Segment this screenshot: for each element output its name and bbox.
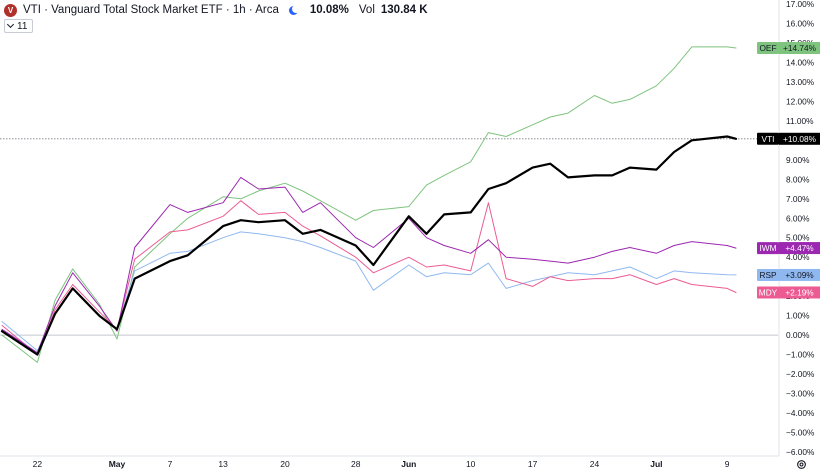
y-tick-label: 12.00% [786,96,815,106]
gear-icon[interactable] [796,459,807,470]
series-line-mdy [1,200,737,356]
series-value-bg-vti [779,132,820,145]
y-tick-label: 6.00% [786,213,810,223]
series-line-rsp [1,231,737,352]
y-tick-label: −5.00% [786,428,815,438]
x-tick-label: 24 [590,459,600,469]
series-line-vti [0,135,738,356]
indicator-count: 11 [17,20,28,32]
y-tick-label: −3.00% [786,389,815,399]
series-value-label: +2.19% [785,287,814,297]
y-tick-label: −2.00% [786,369,815,379]
series-value-bg-oef [779,42,820,55]
series-tag-oef [757,42,779,55]
x-tick-label: 22 [33,459,43,469]
x-tick-label: Jun [401,459,416,469]
series-label: OEF [759,43,776,53]
series-value-label: +4.47% [785,243,814,253]
y-tick-label: 14.00% [786,57,815,67]
y-tick-label: 13.00% [786,77,815,87]
volume-value: 130.84 K [380,4,428,16]
y-tick-label: 4.00% [786,252,810,262]
series-tag-vti [757,132,779,145]
series-line-iwm [1,176,737,354]
x-tick-label: Jul [650,459,662,469]
series-value-bg-iwm [779,242,820,255]
y-tick-label: −4.00% [786,408,815,418]
x-tick-label: 9 [725,459,730,469]
y-tick-label: 5.00% [786,233,810,243]
x-tick-label: 20 [280,459,290,469]
series-tag-iwm [757,242,779,255]
series-value-bg-rsp [779,268,820,281]
y-tick-label: −6.00% [786,447,815,457]
series-tag-mdy [757,286,779,299]
change-percent: 10.08% [309,4,349,16]
y-tick-label: 8.00% [786,174,810,184]
x-tick-label: 7 [168,459,173,469]
series-label: RSP [759,270,777,280]
series-value-label: +14.74% [783,43,817,53]
y-tick-label: 11.00% [786,116,814,126]
x-tick-label: 17 [528,459,538,469]
symbol-title[interactable]: VTI · Vanguard Total Stock Market ETF · … [23,4,279,16]
series-value-label: +3.09% [785,270,814,280]
volume-label: Vol [358,4,375,16]
indicators-toggle-button[interactable]: 11 [4,19,34,33]
chevron-down-icon [6,20,15,29]
series-value-bg-mdy [779,286,820,299]
y-tick-label: 7.00% [786,194,810,204]
series-line-oef [1,46,737,363]
series-label: VTI [762,134,775,144]
y-tick-label: 1.00% [786,311,810,321]
moon-icon [288,4,300,15]
y-tick-label: 0.00% [786,330,810,340]
x-tick-label: 13 [218,459,228,469]
series-label: MDY [759,287,778,297]
chart-legend-header: V VTI · Vanguard Total Stock Market ETF … [4,3,428,17]
y-tick-label: 17.00% [786,0,815,9]
y-tick-label: −1.00% [786,350,815,360]
y-tick-label: 9.00% [786,155,810,165]
x-tick-label: 28 [351,459,361,469]
y-tick-label: 16.00% [786,18,815,28]
x-tick-label: May [109,459,126,469]
vanguard-logo-icon: V [4,3,17,17]
series-tag-rsp [757,268,779,281]
series-value-label: +10.08% [783,134,817,144]
x-tick-label: 10 [466,459,476,469]
series-label: IWM [759,243,776,253]
